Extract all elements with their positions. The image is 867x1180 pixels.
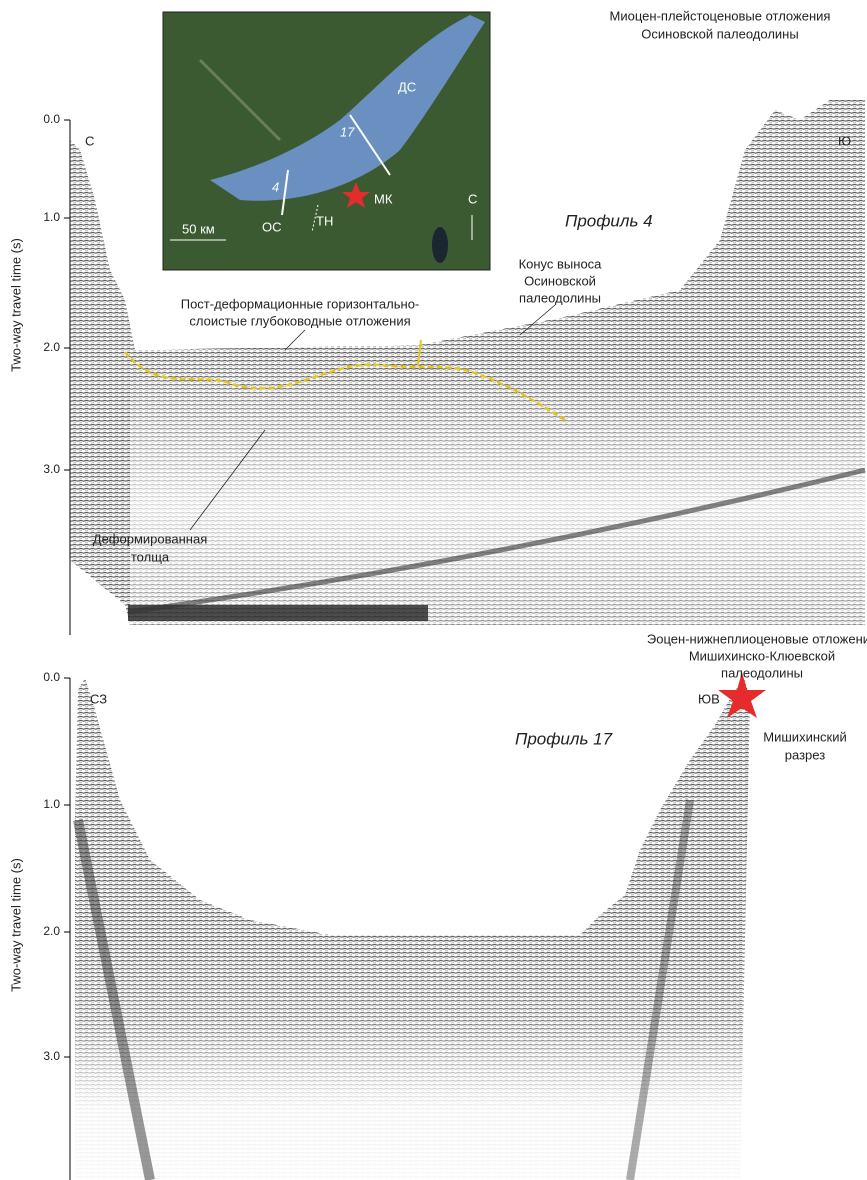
end-label: ЮВ: [698, 691, 720, 706]
annotation: Мишихинско-Клюевской: [689, 648, 835, 663]
y-tick-label: 1.0: [43, 797, 60, 811]
annotation: Осиновской палеодолины: [641, 26, 798, 41]
y-tick-label: 1.0: [43, 210, 60, 224]
annotation: палеодолины: [519, 290, 601, 305]
map-label: МК: [374, 191, 393, 206]
map-label: 17: [340, 124, 355, 139]
y-ticks: [64, 678, 70, 1057]
annotation: Миоцен-плейстоценовые отложения: [610, 8, 831, 23]
y-tick-label: 3.0: [43, 462, 60, 476]
annotation: разрез: [785, 747, 825, 762]
annotation: Эоцен-нижнеплиоценовые отложения: [647, 631, 867, 646]
end-label: СЗ: [90, 691, 107, 706]
y-ticks: [64, 120, 70, 470]
y-tick-label: 2.0: [43, 340, 60, 354]
map-label: ДС: [398, 79, 416, 94]
annotation: Пост-деформационные горизонтально-: [181, 296, 420, 311]
map-label: ТН: [316, 213, 333, 228]
map-label: 50 км: [182, 221, 215, 236]
annotation: слоистые глубоководные отложения: [189, 313, 410, 328]
y-axis-label: Two-way travel time (s): [8, 858, 23, 992]
annotation: Конус выноса: [519, 256, 603, 271]
map-label: ОС: [262, 219, 282, 234]
y-tick-label: 0.0: [43, 112, 60, 126]
figure: 0.0 1.0 2.0 3.0 Two-way travel time (s) …: [0, 0, 867, 1180]
y-tick-label: 2.0: [43, 924, 60, 938]
end-label: С: [85, 133, 94, 148]
map-inset: ДС 17 4 МК ОС ТН С 50 км: [163, 12, 490, 270]
end-label: Ю: [838, 133, 851, 148]
y-tick-label: 3.0: [43, 1049, 60, 1063]
map-label: С: [468, 191, 477, 206]
y-axis-label: Two-way travel time (s): [8, 238, 23, 372]
seismic-profile-17: [75, 672, 766, 1180]
annotation: палеодолины: [721, 665, 803, 680]
y-tick-label: 0.0: [43, 670, 60, 684]
annotation: Мишихинский: [763, 729, 846, 744]
profile-title: Профиль 17: [515, 729, 613, 748]
annotation: Осиновской: [524, 273, 596, 288]
annotation: Деформированная: [93, 531, 207, 546]
profile-title: Профиль 4: [565, 211, 653, 230]
annotation: толща: [131, 549, 170, 564]
map-label: 4: [272, 179, 279, 194]
